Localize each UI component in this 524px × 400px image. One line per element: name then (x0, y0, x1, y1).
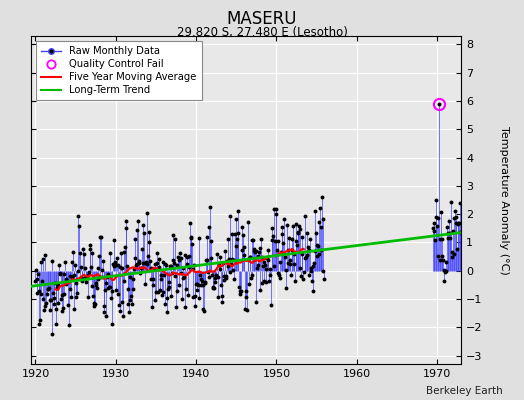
Text: 29.820 S, 27.480 E (Lesotho): 29.820 S, 27.480 E (Lesotho) (177, 26, 347, 39)
Text: Berkeley Earth: Berkeley Earth (427, 386, 503, 396)
Y-axis label: Temperature Anomaly (°C): Temperature Anomaly (°C) (499, 126, 509, 274)
Text: MASERU: MASERU (227, 10, 297, 28)
Legend: Raw Monthly Data, Quality Control Fail, Five Year Moving Average, Long-Term Tren: Raw Monthly Data, Quality Control Fail, … (37, 41, 202, 100)
